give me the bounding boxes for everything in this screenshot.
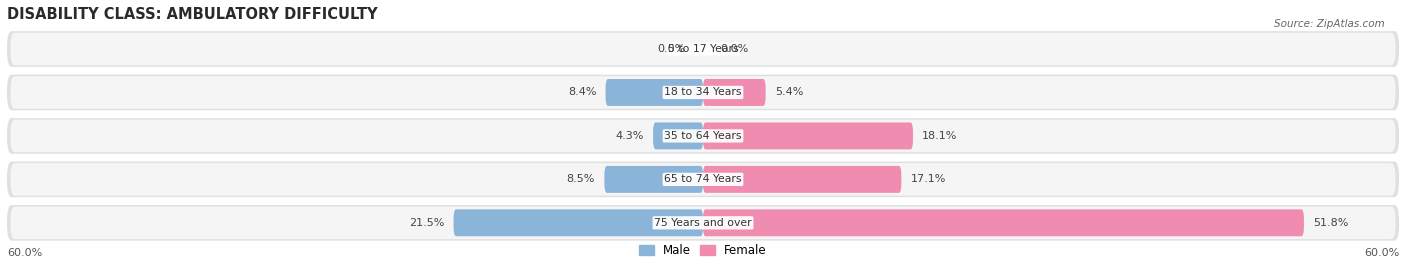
Text: 4.3%: 4.3%: [616, 131, 644, 141]
Text: 0.0%: 0.0%: [658, 44, 686, 54]
FancyBboxPatch shape: [703, 79, 766, 106]
FancyBboxPatch shape: [703, 122, 912, 149]
FancyBboxPatch shape: [10, 120, 1396, 152]
FancyBboxPatch shape: [654, 122, 703, 149]
FancyBboxPatch shape: [606, 79, 703, 106]
Text: DISABILITY CLASS: AMBULATORY DIFFICULTY: DISABILITY CLASS: AMBULATORY DIFFICULTY: [7, 7, 378, 22]
Text: 60.0%: 60.0%: [1364, 248, 1399, 258]
Legend: Male, Female: Male, Female: [634, 240, 772, 262]
Text: 75 Years and over: 75 Years and over: [654, 218, 752, 228]
Text: 0.0%: 0.0%: [720, 44, 748, 54]
Text: 65 to 74 Years: 65 to 74 Years: [664, 174, 742, 184]
FancyBboxPatch shape: [605, 166, 703, 193]
Text: Source: ZipAtlas.com: Source: ZipAtlas.com: [1274, 19, 1385, 29]
Text: 5.4%: 5.4%: [775, 87, 803, 98]
FancyBboxPatch shape: [7, 205, 1399, 241]
FancyBboxPatch shape: [7, 118, 1399, 154]
FancyBboxPatch shape: [10, 207, 1396, 239]
Text: 18 to 34 Years: 18 to 34 Years: [664, 87, 742, 98]
Text: 35 to 64 Years: 35 to 64 Years: [664, 131, 742, 141]
Text: 51.8%: 51.8%: [1313, 218, 1348, 228]
FancyBboxPatch shape: [7, 162, 1399, 197]
FancyBboxPatch shape: [7, 31, 1399, 67]
FancyBboxPatch shape: [10, 76, 1396, 109]
Text: 5 to 17 Years: 5 to 17 Years: [668, 44, 738, 54]
FancyBboxPatch shape: [703, 209, 1303, 236]
Text: 18.1%: 18.1%: [922, 131, 957, 141]
FancyBboxPatch shape: [10, 33, 1396, 65]
Text: 8.4%: 8.4%: [568, 87, 596, 98]
Text: 21.5%: 21.5%: [409, 218, 444, 228]
FancyBboxPatch shape: [703, 166, 901, 193]
FancyBboxPatch shape: [10, 163, 1396, 196]
FancyBboxPatch shape: [454, 209, 703, 236]
Text: 60.0%: 60.0%: [7, 248, 42, 258]
FancyBboxPatch shape: [7, 75, 1399, 110]
Text: 17.1%: 17.1%: [911, 174, 946, 184]
Text: 8.5%: 8.5%: [567, 174, 595, 184]
